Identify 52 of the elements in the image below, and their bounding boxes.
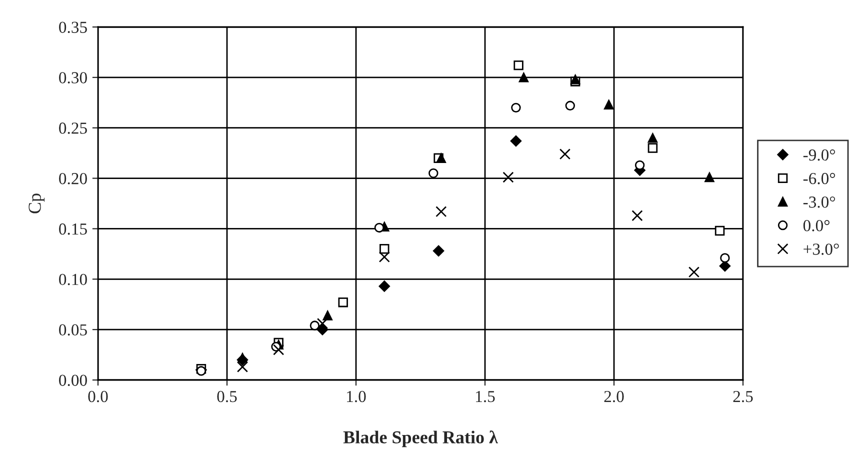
point xyxy=(338,297,348,308)
legend-label: -6.0° xyxy=(803,172,836,184)
legend-label: -9.0° xyxy=(803,149,836,161)
x-tick-label: 0.0 xyxy=(88,390,108,402)
legend-label: +3.0° xyxy=(804,244,839,255)
point xyxy=(436,206,447,218)
point xyxy=(510,135,522,147)
point xyxy=(238,352,248,363)
point xyxy=(236,361,248,372)
point xyxy=(720,253,730,263)
legend-label: -3.0° xyxy=(803,196,836,208)
point xyxy=(634,160,645,170)
point xyxy=(559,148,571,160)
y-tick-label: 0.15 xyxy=(59,223,87,235)
point xyxy=(322,310,332,320)
point xyxy=(380,244,390,254)
x-axis-title: Blade Speed Ratio λ xyxy=(343,430,498,448)
x-tick-label: 2.0 xyxy=(604,390,624,402)
point xyxy=(704,172,714,182)
x-tick-label: 2.5 xyxy=(733,390,753,402)
point xyxy=(565,100,575,111)
y-tick-label: 0.35 xyxy=(59,22,87,34)
point xyxy=(374,222,384,233)
point xyxy=(432,245,444,257)
point xyxy=(511,102,521,113)
point xyxy=(273,344,284,356)
point xyxy=(436,153,446,163)
point xyxy=(428,168,438,178)
x-tick-label: 1.5 xyxy=(476,390,495,402)
x-tick-label: 0.5 xyxy=(217,390,237,402)
point xyxy=(378,251,390,263)
y-tick-label: 0.00 xyxy=(59,374,87,386)
point xyxy=(632,210,643,222)
point xyxy=(514,60,524,70)
y-tick-label: 0.20 xyxy=(59,172,87,184)
point xyxy=(502,172,514,183)
point xyxy=(648,143,658,153)
y-tick-label: 0.30 xyxy=(59,72,87,84)
point xyxy=(518,72,529,82)
point xyxy=(714,226,725,236)
y-tick-label: 0.25 xyxy=(59,122,87,134)
legend-label: 0.0° xyxy=(803,220,830,232)
y-tick-label: 0.05 xyxy=(59,324,87,336)
point xyxy=(688,266,700,278)
point xyxy=(316,318,328,330)
y-tick-label: 0.10 xyxy=(59,274,87,286)
point xyxy=(378,280,390,292)
y-axis-title: Cp xyxy=(28,194,45,214)
point xyxy=(648,133,658,143)
point xyxy=(604,100,614,110)
point xyxy=(316,324,328,336)
x-tick-label: 1.0 xyxy=(347,390,366,402)
